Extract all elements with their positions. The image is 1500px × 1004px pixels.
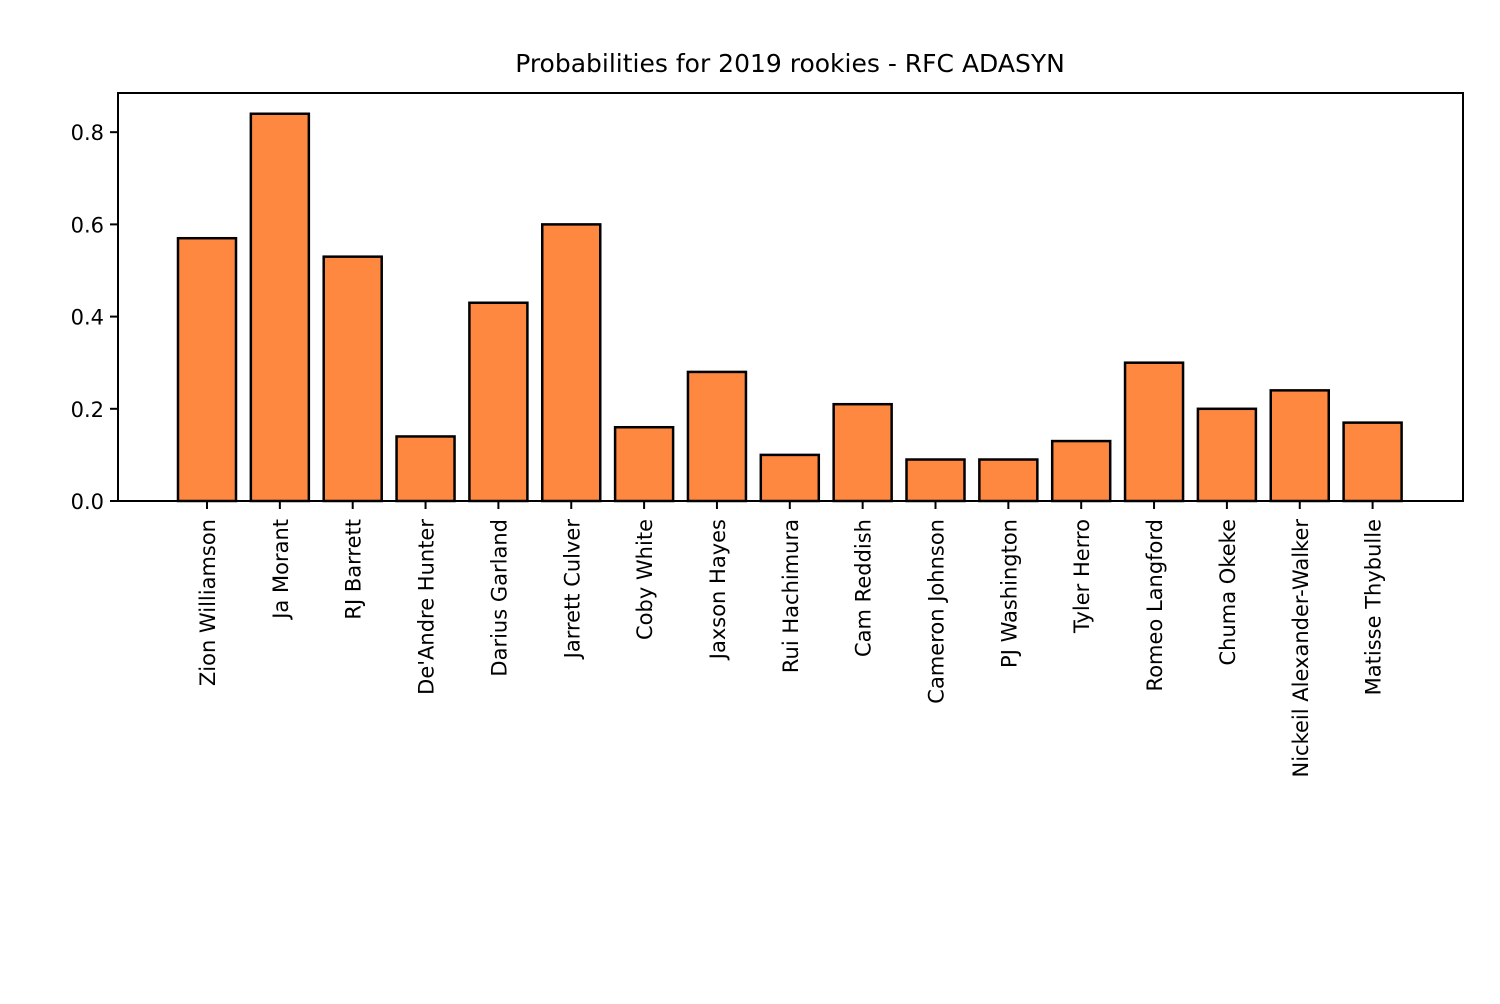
y-tick-label: 0.2 [71, 398, 104, 422]
bar [395, 435, 456, 503]
y-tick-label: 0.8 [71, 121, 104, 145]
bar [759, 453, 821, 503]
x-axis: Zion Williamson Ja Morant RJ Barrett De'And… [196, 501, 1386, 777]
bar [978, 458, 1039, 503]
y-tick-label: 0.4 [71, 306, 104, 330]
x-tick-label: Jarrett Culver [560, 519, 584, 661]
bar [1269, 389, 1330, 503]
x-tick-label: Coby White [633, 519, 657, 640]
y-tick-label: 0.0 [71, 490, 104, 514]
bar [541, 223, 602, 503]
x-tick-label: De'Andre Hunter [415, 519, 439, 695]
bar [1123, 361, 1185, 503]
bar [686, 370, 748, 503]
x-tick-label: Tyler Herro [1070, 519, 1094, 634]
bar [176, 236, 238, 503]
y-tick-label: 0.6 [71, 213, 104, 237]
x-tick-label: Rui Hachimura [779, 519, 803, 673]
y-axis: 0.0 0.2 0.4 0.6 0.8 [71, 121, 118, 514]
x-tick-label: Cameron Johnson [925, 519, 949, 704]
bar [1342, 421, 1403, 503]
bar [322, 255, 383, 503]
bar [1196, 407, 1258, 503]
bar [832, 402, 893, 503]
x-tick-label: Ja Morant [269, 519, 293, 621]
bar [1050, 439, 1112, 503]
x-tick-label: Darius Garland [487, 519, 511, 677]
x-tick-label: Matisse Thybulle [1362, 519, 1386, 695]
bars-layer [176, 112, 1403, 503]
x-tick-label: Jaxson Hayes [706, 519, 730, 661]
x-tick-label: Zion Williamson [196, 519, 220, 686]
x-tick-label: Nickeil Alexander-Walker [1289, 519, 1313, 778]
x-tick-label: Romeo Langford [1143, 519, 1167, 691]
x-tick-label: Chuma Okeke [1216, 519, 1240, 665]
bar [249, 112, 311, 503]
plot-area-frame [117, 92, 1464, 502]
bar [905, 458, 966, 503]
x-tick-label: RJ Barrett [342, 519, 366, 620]
bar [613, 425, 675, 503]
bar [468, 301, 529, 503]
chart-title: Probabilities for 2019 rookies - RFC ADA… [515, 49, 1065, 78]
x-tick-label: Cam Reddish [852, 519, 876, 657]
x-tick-label: PJ Washington [997, 519, 1021, 668]
